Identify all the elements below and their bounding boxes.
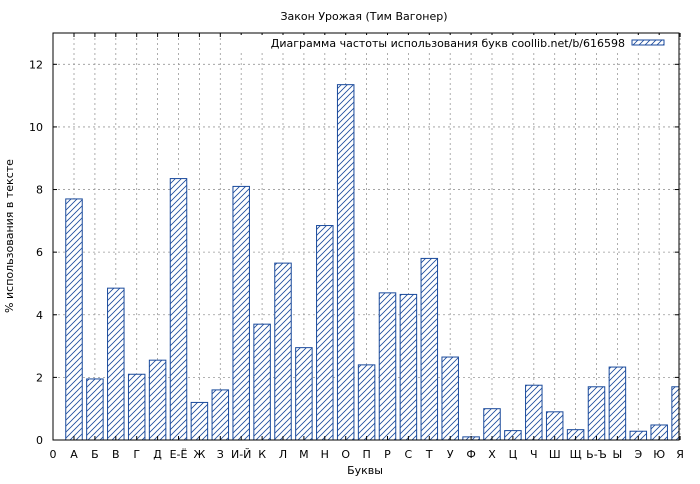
x-tick-label: Е-Ё: [170, 448, 188, 461]
legend-swatch: [631, 39, 665, 46]
x-tick-label: Х: [488, 448, 496, 461]
x-tick-label: Ю: [653, 448, 665, 461]
legend: Диаграмма частоты использования букв coo…: [240, 35, 675, 51]
bars: [65, 84, 680, 441]
bar: [295, 347, 313, 441]
y-tick-label: 4: [36, 309, 43, 322]
bar: [671, 386, 680, 441]
x-tick-label: Ц: [509, 448, 518, 461]
bar: [211, 389, 230, 441]
bar: [525, 384, 543, 441]
x-tick-label: Г: [133, 448, 140, 461]
bar: [148, 359, 167, 441]
x-tick-label: Б: [91, 448, 99, 461]
bar: [107, 287, 125, 441]
y-tick-label: 12: [29, 58, 43, 71]
plot-frame: [52, 32, 680, 441]
bar: [587, 386, 606, 441]
y-tick-label: 0: [36, 434, 43, 447]
bar: [86, 378, 104, 441]
x-tick-label: Ч: [530, 448, 538, 461]
bar: [357, 364, 376, 441]
y-tick-label: 6: [36, 246, 43, 259]
chart-title: Закон Урожая (Тим Вагонер): [280, 10, 447, 23]
x-tick-label: О: [341, 448, 350, 461]
x-tick-label: Ж: [193, 448, 205, 461]
x-tick-label: Щ: [570, 448, 582, 461]
x-tick-label: Э: [634, 448, 642, 461]
bar: [169, 178, 188, 441]
x-tick-label: Д: [153, 448, 162, 461]
x-tick-label: Ш: [549, 448, 561, 461]
x-axis-title: Буквы: [347, 464, 383, 477]
bar: [545, 411, 564, 441]
x-tick-label: Л: [279, 448, 287, 461]
bar: [608, 366, 627, 441]
bar: [399, 293, 418, 441]
x-tick-label: К: [258, 448, 266, 461]
x-tick-label: 0: [50, 448, 57, 461]
x-tick-label: М: [299, 448, 309, 461]
x-tick-label: В: [112, 448, 120, 461]
bar: [253, 323, 271, 441]
y-tick-label: 2: [36, 371, 43, 384]
bar: [232, 185, 250, 441]
x-tick-label: Т: [425, 448, 433, 461]
bar: [65, 198, 83, 441]
x-tick-label: И-Й: [231, 448, 251, 461]
x-tick-label: З: [217, 448, 224, 461]
bar: [274, 262, 292, 441]
x-tick-label: П: [362, 448, 370, 461]
x-tick-label: Я: [676, 448, 684, 461]
x-tick-label: Н: [321, 448, 329, 461]
bar: [441, 356, 459, 441]
bar: [336, 84, 355, 441]
x-tick-label: У: [447, 448, 454, 461]
bar: [420, 257, 439, 441]
legend-box: [240, 35, 675, 51]
x-axis: 0 А Б В Г Д Е-Ё Ж З И-Й К Л М Н О П Р С Т У Ф Х Ц Ч Ш Щ Ь-Ъ Ы Э Ю Я: [50, 33, 684, 461]
y-axis-title: % использования в тексте: [3, 159, 16, 313]
bar: [316, 225, 334, 441]
x-tick-label: С: [405, 448, 413, 461]
bar: [483, 408, 501, 441]
x-tick-label: Ь-Ъ: [586, 448, 607, 461]
y-tick-label: 10: [29, 121, 43, 134]
grid: [53, 33, 681, 440]
bar: [190, 401, 209, 441]
bar: [127, 373, 146, 441]
bar: [378, 292, 397, 441]
y-tick-label: 8: [36, 184, 43, 197]
x-tick-label: Р: [384, 448, 391, 461]
x-tick-label: Ы: [613, 448, 623, 461]
y-axis: 0 2 4 6 8 10 12: [29, 58, 679, 447]
x-tick-label: А: [70, 448, 78, 461]
legend-label: Диаграмма частоты использования букв coo…: [271, 37, 625, 50]
x-tick-label: Ф: [466, 448, 475, 461]
